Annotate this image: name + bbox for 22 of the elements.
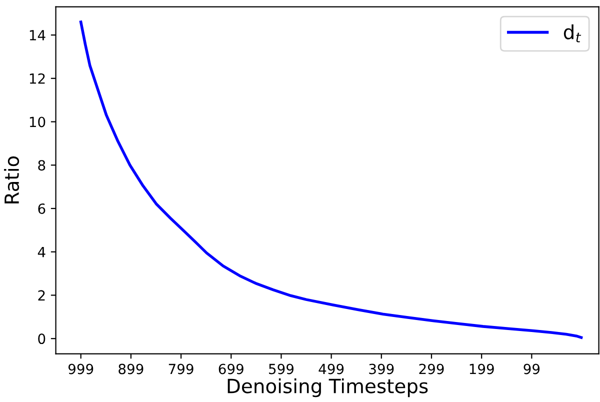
- y-tick-label: 8: [38, 160, 46, 171]
- x-tick-label: 699: [218, 364, 244, 374]
- y-tick-label: 14: [30, 30, 46, 40]
- x-tick-label: 799: [168, 364, 194, 374]
- x-tick-label: 299: [419, 364, 444, 374]
- x-tick-label: 599: [269, 364, 294, 374]
- x-tick-label: 199: [470, 364, 494, 374]
- y-tick-label: 4: [38, 247, 46, 258]
- legend-label: d$_{t}$: [564, 24, 582, 42]
- x-tick-label: 899: [118, 364, 144, 374]
- y-tick-label: 6: [38, 203, 46, 214]
- y-tick-label: 10: [30, 116, 46, 128]
- x-tick-label: 499: [318, 364, 344, 374]
- x-tick-label: 999: [68, 364, 94, 374]
- y-tick-label: 0: [38, 334, 46, 344]
- y-tick-label: 2: [38, 290, 45, 300]
- y-axis-title: Ratio: [4, 156, 20, 204]
- x-tick-label: 399: [369, 364, 394, 374]
- x-tick-label: 99: [524, 364, 540, 374]
- x-axis-title: Denoising Timesteps: [228, 378, 428, 398]
- y-tick-label: 12: [30, 73, 45, 84]
- line-series: [79, 20, 583, 339]
